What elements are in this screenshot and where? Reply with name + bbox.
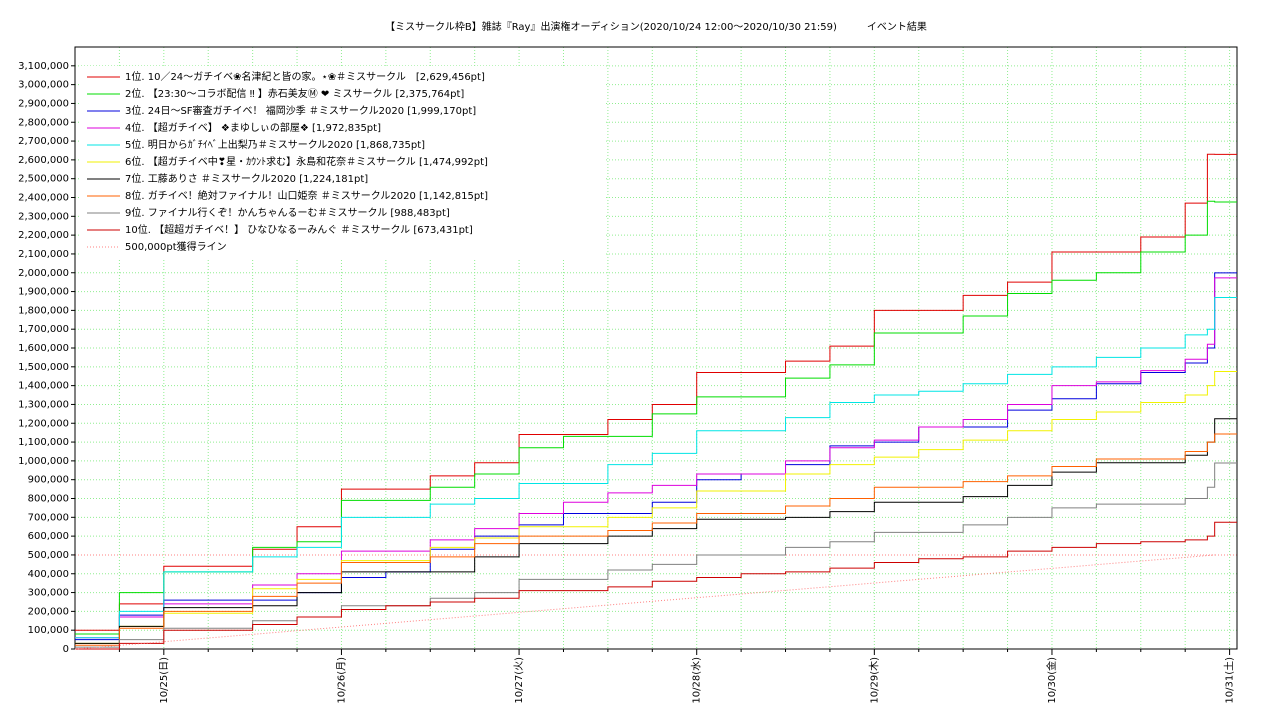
- x-tick-label: 10/30(金): [1045, 657, 1058, 704]
- y-tick-label: 3,000,000: [18, 80, 69, 91]
- series-line: [74, 554, 1215, 650]
- y-tick-label: 2,100,000: [18, 249, 69, 260]
- y-tick-label: 400,000: [28, 569, 69, 580]
- y-tick-label: 2,000,000: [18, 268, 69, 279]
- series-line: [75, 272, 1237, 641]
- chart-title: 【ミスサークル枠B】雑誌『Ray』出演権オーディション(2020/10/24 1…: [385, 20, 927, 33]
- y-tick-label: 500,000: [28, 550, 69, 561]
- y-tick-label: 1,300,000: [18, 399, 69, 410]
- y-tick-label: 1,600,000: [18, 343, 69, 354]
- legend-label: 8位. ガチイベ！絶対ファイナル！山口姫奈 ＃ミスサークル2020 [1,142…: [125, 189, 488, 202]
- series-line: [75, 277, 1237, 639]
- legend-label: 10位. 【超超ガチイベ！】 ひなひなるーみんぐ ＃ミスサークル [673,43…: [125, 223, 473, 236]
- series-line: [75, 296, 1237, 639]
- x-tick-label: 10/29(木): [868, 657, 880, 704]
- legend-label: 9位. ファイナル行くぞ！かんちゃんるーむ＃ミスサークル [988,483pt]: [125, 206, 450, 219]
- plot-frame: [74, 46, 1238, 650]
- legend: 1位. 10／24〜ガチイベ❀名津紀と皆の家。⋆❀＃ミスサークル [2,629,…: [80, 66, 605, 260]
- legend-label: 6位. 【超ガチイベ中❣星・ｶｳﾝﾄ求む】永島和花奈＃ミスサークル [1,474…: [125, 155, 488, 168]
- y-tick-label: 1,700,000: [18, 324, 69, 335]
- y-tick-label: 2,900,000: [18, 98, 69, 109]
- series-line: [75, 200, 1237, 635]
- legend-label: 2位. 【23:30〜コラボ配信 ‼ 】赤石美友Ⓜ ❤ ミスサークル [2,37…: [125, 87, 464, 100]
- y-tick-label: 3,100,000: [18, 61, 69, 72]
- y-tick-label: 2,800,000: [18, 117, 69, 128]
- y-tick-label: 0: [63, 644, 69, 655]
- legend-label: 4位. 【超ガチイベ】 ❖まゆしぃの部屋❖ [1,972,835pt]: [125, 121, 381, 134]
- y-tick-label: 1,400,000: [18, 381, 69, 392]
- y-tick-label: 1,500,000: [18, 362, 69, 373]
- x-tick-label: 10/27(火): [513, 657, 525, 704]
- y-tick-label: 900,000: [28, 475, 69, 486]
- legend-label: 5位. 明日からｶﾞﾁｲﾍﾞ上出梨乃＃ミスサークル2020 [1,868,735…: [125, 138, 425, 151]
- y-tick-label: 1,100,000: [18, 437, 69, 448]
- y-tick-label: 200,000: [28, 606, 69, 617]
- legend-label: 3位. 24日〜SF審査ガチイベ！ 福岡沙季 ＃ミスサークル2020 [1,99…: [125, 104, 476, 117]
- x-tick-label: 10/25(日): [159, 657, 170, 704]
- x-tick-label: 10/31(土): [1223, 657, 1236, 704]
- y-tick-label: 2,200,000: [18, 230, 69, 241]
- series-line: [75, 433, 1237, 646]
- y-tick-label: 100,000: [28, 625, 69, 636]
- y-tick-label: 2,300,000: [18, 211, 69, 222]
- x-tick-label: 10/26(月): [335, 657, 347, 704]
- legend-label: 500,000pt獲得ライン: [125, 240, 227, 253]
- y-tick-label: 2,500,000: [18, 174, 69, 185]
- series-line: [75, 418, 1237, 644]
- legend-box: [80, 66, 605, 260]
- y-tick-label: 1,200,000: [18, 418, 69, 429]
- y-tick-label: 2,600,000: [18, 155, 69, 166]
- y-tick-label: 300,000: [28, 588, 69, 599]
- x-tick-label: 10/28(水): [691, 657, 703, 704]
- y-tick-label: 1,800,000: [18, 305, 69, 316]
- y-tick-label: 600,000: [28, 531, 69, 542]
- y-tick-label: 2,400,000: [18, 193, 69, 204]
- y-tick-label: 1,000,000: [18, 456, 69, 467]
- y-tick-label: 2,700,000: [18, 136, 69, 147]
- legend-label: 1位. 10／24〜ガチイベ❀名津紀と皆の家。⋆❀＃ミスサークル [2,629,…: [125, 70, 485, 83]
- y-tick-label: 700,000: [28, 512, 69, 523]
- legend-label: 7位. 工藤ありさ ＃ミスサークル2020 [1,224,181pt]: [125, 172, 368, 185]
- y-tick-label: 1,900,000: [18, 287, 69, 298]
- y-tick-label: 800,000: [28, 494, 69, 505]
- series-line: [75, 521, 1237, 650]
